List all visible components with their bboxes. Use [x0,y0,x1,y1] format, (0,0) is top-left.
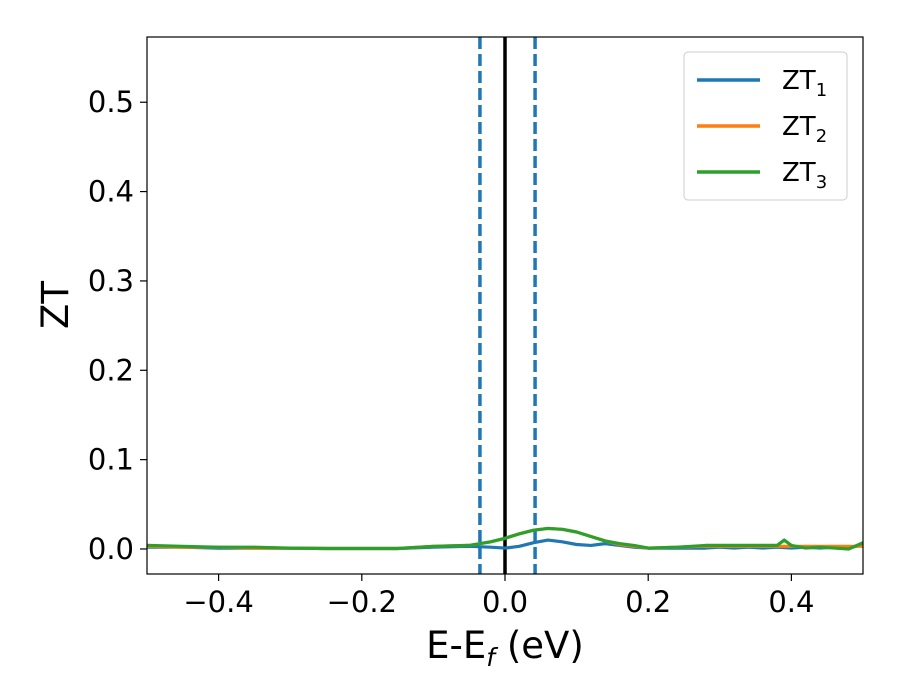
legend-label-3: ZT3 [782,158,827,193]
legend-label-2: ZT2 [782,112,827,147]
y-tick-label: 0.4 [88,175,134,209]
y-tick-label: 0.0 [88,532,134,566]
y-tick-label: 0.5 [88,85,134,119]
x-axis-ticks: −0.4 −0.2 0.0 0.2 0.4 [183,574,814,619]
x-axis-label: E-Ef (eV) [426,624,584,672]
vertical-lines [478,37,537,574]
y-tick-label: 0.2 [88,353,134,387]
x-tick-label: 0.2 [625,585,671,619]
legend-box [683,51,848,201]
x-tick-label: −0.2 [327,585,397,619]
series-lines [147,526,863,551]
x-axis-label-suffix: (eV) [495,624,584,667]
y-tick-label: 0.1 [88,443,134,477]
y-axis-ticks: 0.0 0.1 0.2 0.3 0.4 0.5 [88,85,147,566]
legend: ZT1 ZT2 ZT3 [683,51,848,201]
series-line-3 [147,526,863,551]
x-tick-label: −0.4 [183,585,253,619]
x-tick-label: 0.0 [482,585,528,619]
legend-label-1: ZT1 [782,66,827,101]
y-axis-label: ZT [34,281,77,329]
x-axis-label-base: E-E [426,624,486,667]
y-tick-label: 0.3 [88,264,134,298]
x-tick-label: 0.4 [768,585,814,619]
